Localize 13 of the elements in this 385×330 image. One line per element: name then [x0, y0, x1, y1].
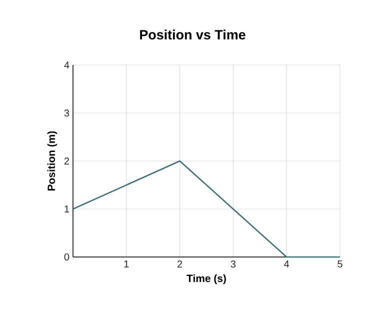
x-tick-label: 2 — [178, 260, 182, 268]
y-tick-label: 4 — [64, 62, 70, 68]
chart-title: Position vs Time — [140, 30, 246, 40]
x-tick-label: 5 — [338, 260, 342, 268]
x-tick-label: 1 — [124, 260, 129, 268]
y-tick-label: 2 — [64, 158, 69, 164]
x-axis-title: Time (s) — [186, 274, 226, 284]
x-tick-label: 4 — [284, 260, 290, 268]
y-axis-title: Position (m) — [47, 131, 58, 191]
y-tick-label: 3 — [64, 109, 70, 117]
x-tick-label: 3 — [230, 260, 236, 268]
y-tick-label: 0 — [64, 253, 70, 261]
y-tick-label: 1 — [64, 206, 69, 212]
